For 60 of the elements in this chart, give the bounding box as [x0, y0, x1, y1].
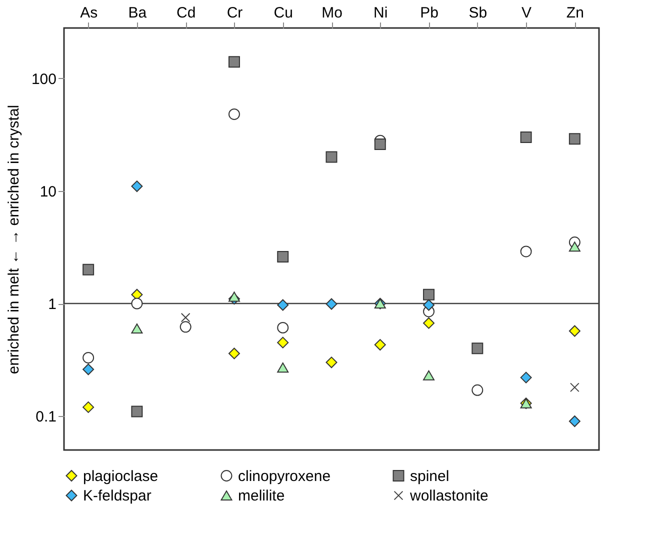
y-tick-label: 10: [40, 183, 56, 200]
y-tick-label: 0.1: [36, 408, 56, 426]
point: [568, 242, 580, 252]
point: [570, 382, 580, 392]
y-tick-label: 100: [31, 70, 56, 88]
point: [82, 264, 94, 276]
point: [82, 401, 94, 413]
point: [568, 325, 580, 337]
legend-label: melilite: [238, 488, 285, 504]
point: [423, 288, 435, 300]
x-tick-label: Zn: [566, 4, 584, 22]
point: [131, 180, 143, 192]
point: [228, 292, 240, 302]
point: [423, 299, 435, 311]
point: [277, 322, 289, 334]
point: [277, 299, 289, 311]
point: [277, 362, 289, 373]
point: [568, 416, 580, 428]
x-tick-label: Cu: [274, 4, 293, 22]
point: [423, 370, 435, 380]
x-tick-label: Pb: [420, 4, 438, 22]
legend-label: plagioclase: [83, 468, 158, 485]
point: [228, 56, 240, 68]
x-tick-label: Ni: [374, 4, 388, 22]
x-tick-label: Mo: [322, 4, 342, 22]
point: [326, 298, 338, 310]
point: [131, 323, 143, 334]
point: [472, 384, 484, 396]
point: [520, 131, 532, 143]
legend-label: K-feldspar: [83, 488, 152, 504]
point: [82, 352, 94, 364]
point: [520, 372, 532, 384]
x-tick-label: Sb: [468, 4, 488, 22]
legend-label: spinel: [410, 468, 450, 485]
point: [374, 339, 386, 351]
point: [326, 151, 338, 163]
x-tick-label: As: [80, 4, 98, 22]
x-tick-label: Ba: [128, 4, 148, 22]
x-tick-label: Cd: [176, 4, 196, 22]
point: [131, 298, 143, 310]
point: [228, 348, 240, 360]
point: [472, 342, 484, 354]
legend-label: clinopyroxene: [238, 468, 331, 485]
point: [228, 108, 240, 120]
point: [568, 133, 580, 145]
y-axis-title: enriched in melt ← → enriched in crystal: [5, 104, 22, 374]
x-tick-label: Cr: [226, 4, 243, 22]
point: [82, 364, 94, 376]
point: [277, 251, 289, 263]
y-tick-label: 1: [48, 296, 56, 314]
point: [277, 336, 289, 348]
point: [180, 312, 190, 322]
point: [326, 356, 338, 368]
point: [520, 246, 532, 258]
x-tick-label: V: [522, 4, 532, 22]
point: [423, 317, 435, 329]
point: [131, 406, 143, 418]
legend-label: wollastonite: [409, 488, 488, 504]
point: [374, 138, 386, 150]
point: [180, 321, 192, 333]
